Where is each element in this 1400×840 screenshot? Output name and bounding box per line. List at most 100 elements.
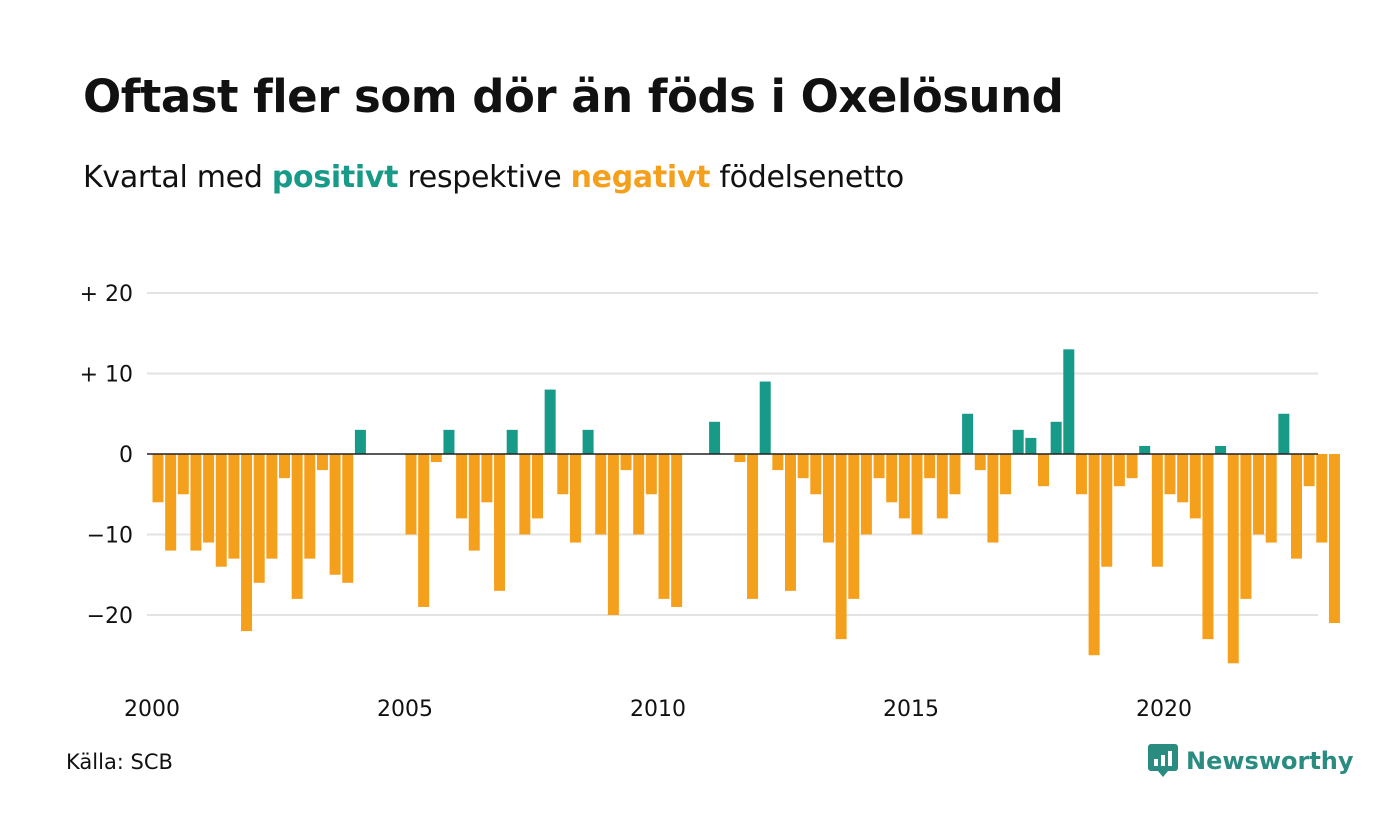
- bar-negative: [291, 454, 303, 599]
- bar-negative: [1253, 454, 1265, 535]
- bar-negative: [645, 454, 657, 495]
- bar-negative: [329, 454, 341, 575]
- bar-positive: [759, 381, 771, 454]
- bar-negative: [1038, 454, 1049, 487]
- bar-negative: [772, 454, 784, 471]
- bar-negative: [165, 454, 177, 551]
- bar-negative: [747, 454, 759, 599]
- newsworthy-logo: Newsworthy: [1148, 744, 1354, 778]
- bar-negative: [860, 454, 872, 535]
- y-tick-label: + 20: [80, 282, 133, 307]
- subtitle-suffix: födelsenetto: [710, 160, 904, 195]
- x-tick-label: 2000: [124, 697, 180, 722]
- bar-negative: [468, 454, 480, 551]
- bar-negative: [241, 454, 253, 632]
- chart-subtitle: Kvartal med positivt respektive negativt…: [83, 160, 904, 195]
- bar-positive: [582, 429, 594, 454]
- x-tick-label: 2020: [1136, 697, 1192, 722]
- bar-negative: [1151, 454, 1163, 567]
- bar-negative: [405, 454, 417, 535]
- bar-positive: [443, 429, 455, 454]
- bar-negative: [595, 454, 607, 535]
- bar-negative: [430, 454, 442, 463]
- bar-negative: [418, 454, 430, 607]
- bar-negative: [734, 454, 746, 463]
- bar-negative: [1126, 454, 1138, 479]
- bar-negative: [974, 454, 986, 471]
- bar-negative: [481, 454, 493, 503]
- bar-positive: [1050, 421, 1062, 454]
- bar-negative: [494, 454, 506, 591]
- subtitle-prefix: Kvartal med: [83, 160, 272, 195]
- bar-positive: [1139, 445, 1151, 454]
- bar-positive: [962, 413, 974, 454]
- subtitle-middle: respektive: [398, 160, 571, 195]
- bar-positive: [1215, 445, 1227, 454]
- bar-negative: [519, 454, 531, 535]
- bar-negative: [607, 454, 619, 615]
- bar-negative: [633, 454, 645, 535]
- bar-negative: [1000, 454, 1012, 495]
- bar-negative: [253, 454, 265, 583]
- bar-negative: [152, 454, 164, 503]
- bar-negative: [620, 454, 632, 471]
- bar-positive: [1012, 429, 1024, 454]
- source-note: Källa: SCB: [66, 750, 173, 774]
- bar-negative: [987, 454, 999, 543]
- bar-negative: [822, 454, 834, 543]
- bar-negative: [898, 454, 910, 519]
- bar-negative: [848, 454, 860, 599]
- bar-negative: [532, 454, 543, 519]
- chart-title: Oftast fler som dör än föds i Oxelösund: [83, 70, 1064, 123]
- bar-positive: [1063, 349, 1075, 454]
- bar-negative: [1291, 454, 1302, 559]
- bar-negative: [671, 454, 683, 607]
- bar-negative: [456, 454, 468, 519]
- brand-name: Newsworthy: [1186, 747, 1354, 775]
- bar-negative: [1227, 454, 1239, 664]
- bar-negative: [1164, 454, 1176, 495]
- y-tick-label: −20: [87, 604, 133, 629]
- bar-negative: [316, 454, 328, 471]
- x-tick-label: 2010: [630, 697, 686, 722]
- bar-negative: [924, 454, 936, 479]
- bar-negative: [1101, 454, 1113, 567]
- bar-negative: [1328, 454, 1340, 624]
- bar-positive: [544, 389, 556, 454]
- bar-positive: [709, 421, 721, 454]
- bar-negative: [190, 454, 202, 551]
- bar-negative: [797, 454, 809, 479]
- bar-negative: [1088, 454, 1100, 656]
- bar-negative: [1189, 454, 1201, 519]
- bar-positive: [354, 429, 366, 454]
- bar-negative: [304, 454, 316, 559]
- bar-negative: [810, 454, 822, 495]
- bar-negative: [886, 454, 898, 503]
- y-tick-label: + 10: [80, 363, 133, 388]
- bar-negative: [177, 454, 189, 495]
- bar-positive: [1025, 437, 1037, 454]
- x-tick-label: 2005: [377, 697, 433, 722]
- bar-negative: [279, 454, 290, 479]
- bar-negative: [342, 454, 354, 583]
- bar-negative: [557, 454, 569, 495]
- bar-negative: [1177, 454, 1189, 503]
- bar-negative: [569, 454, 581, 543]
- bar-negative: [1265, 454, 1277, 543]
- bar-negative: [658, 454, 670, 599]
- subtitle-positive: positivt: [271, 160, 399, 195]
- newsworthy-logo-icon: [1148, 744, 1178, 777]
- y-tick-label: 0: [119, 443, 133, 468]
- bar-negative: [873, 454, 885, 479]
- bar-negative: [1240, 454, 1252, 599]
- subtitle-negative: negativt: [570, 160, 711, 195]
- bar-negative: [911, 454, 923, 535]
- bar-negative: [1113, 454, 1125, 487]
- bar-negative: [1202, 454, 1214, 640]
- y-tick-label: −10: [87, 524, 133, 549]
- bar-negative: [949, 454, 961, 495]
- x-tick-label: 2015: [883, 697, 939, 722]
- bar-negative: [203, 454, 215, 543]
- bar-negative: [1075, 454, 1087, 495]
